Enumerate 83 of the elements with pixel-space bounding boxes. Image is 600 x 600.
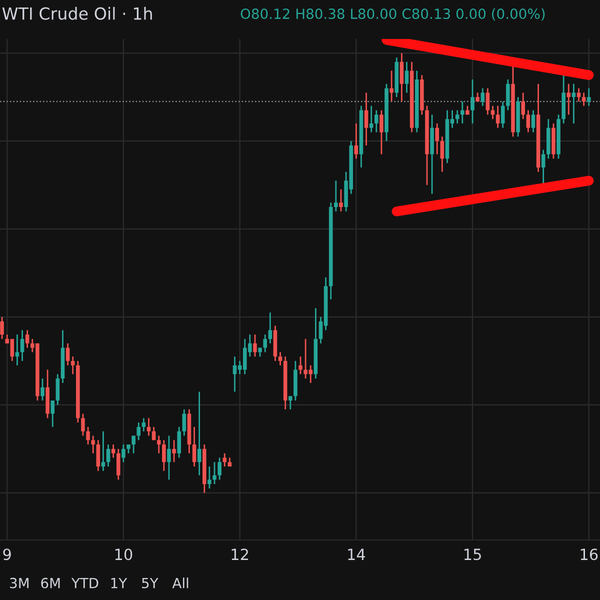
candlestick — [0, 316, 4, 340]
candlestick — [339, 188, 343, 212]
candlestick — [20, 329, 24, 362]
text: 5Y — [142, 578, 158, 588]
candlestick — [182, 408, 186, 436]
candlestick — [531, 110, 536, 133]
candlestick — [572, 83, 576, 124]
candlestick — [197, 391, 202, 476]
candlestick — [106, 444, 110, 468]
candlestick — [146, 417, 151, 436]
candlestick — [162, 439, 166, 472]
candlestick — [56, 373, 60, 406]
text: All — [172, 578, 188, 588]
x-tick-label: 16 — [580, 548, 598, 560]
candlestick — [369, 105, 374, 133]
candlestick — [222, 452, 227, 468]
candlestick — [116, 448, 120, 480]
candlestick — [364, 92, 368, 146]
candlestick — [486, 88, 490, 116]
candlestick — [91, 435, 95, 454]
candlestick — [404, 61, 409, 94]
candlestick — [268, 312, 272, 344]
x-tick-label: 10 — [115, 548, 132, 560]
text: 6M — [41, 578, 60, 588]
candlestick — [576, 88, 581, 102]
candlestick — [66, 342, 70, 366]
candlestick — [263, 334, 267, 353]
x-tick-label: 15 — [464, 548, 481, 560]
candlestick — [334, 180, 338, 212]
candlestick — [496, 105, 500, 129]
candlestick — [172, 439, 176, 463]
candlestick — [374, 110, 378, 133]
candlestick — [582, 92, 586, 107]
candlestick — [566, 83, 571, 116]
candlestick — [86, 426, 90, 446]
candlestick — [101, 430, 106, 472]
candlestick — [136, 422, 141, 441]
candlestick — [132, 435, 136, 454]
candlestick — [208, 466, 212, 490]
candlestick — [25, 329, 30, 348]
candlestick — [500, 100, 505, 129]
candlestick — [50, 400, 55, 428]
candlestick — [40, 378, 44, 402]
candlestick — [380, 110, 384, 155]
candlestick — [390, 70, 394, 102]
chart-title: WTI Crude Oil · 1h — [2, 6, 152, 20]
candlestick — [586, 88, 591, 107]
candlestick — [70, 356, 75, 375]
candlestick — [15, 334, 20, 366]
text: YTD — [71, 578, 98, 588]
candlestick — [167, 435, 171, 480]
candlestick — [212, 461, 216, 485]
candlestick — [455, 110, 460, 124]
candlestick — [506, 78, 510, 111]
candlestick — [354, 122, 358, 160]
x-tick-label: 12 — [232, 548, 248, 560]
candlestick — [541, 149, 546, 186]
text: O80.12 H80.38 L80.00 C80.13 0.00 (0.00%) — [240, 8, 545, 21]
candlestick — [156, 435, 161, 454]
candlestick — [440, 136, 444, 173]
candlestick — [278, 351, 282, 366]
x-tick-label: 9 — [3, 548, 11, 560]
candlestick — [218, 457, 222, 480]
candlestick — [81, 413, 85, 436]
x-tick-label: 14 — [348, 548, 366, 560]
candlestick — [288, 395, 292, 410]
candlestick — [111, 444, 116, 458]
candlestick — [177, 426, 181, 458]
candlestick — [470, 78, 474, 124]
candlestick — [521, 92, 525, 120]
candlestick — [435, 122, 439, 155]
candlestick — [142, 417, 146, 432]
candlestick — [298, 356, 302, 375]
text: 3M — [10, 578, 28, 588]
candlestick — [400, 52, 404, 102]
candlestick — [480, 88, 485, 107]
candlestick — [122, 444, 126, 463]
candlestick — [253, 334, 257, 358]
candlestick — [526, 110, 530, 133]
candlestick — [192, 426, 196, 468]
text: 1Y — [111, 578, 128, 588]
candlestick — [96, 439, 100, 472]
candlestick — [460, 100, 464, 124]
